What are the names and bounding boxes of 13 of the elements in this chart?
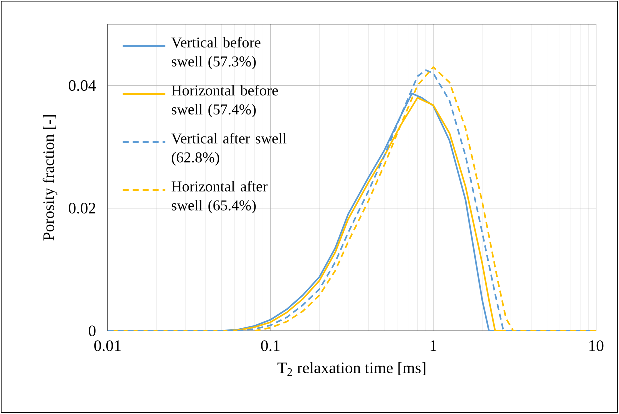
legend-label: Vertical before swell (57.3%): [172, 37, 261, 70]
x-tick-label: 0.1: [261, 340, 280, 352]
y-axis-title: Porosity fraction [-]: [42, 116, 58, 241]
x-tick-label: 0.01: [94, 340, 121, 352]
x-tick-label: 10: [590, 340, 604, 352]
x-tick-label: 1: [430, 340, 437, 352]
legend-label: Vertical after swell (62.8%): [172, 133, 287, 166]
legend-label: Horizontal before swell (57.4%): [172, 85, 278, 118]
legend-label: Horizontal after swell (65.4%): [172, 181, 268, 214]
y-tick-label: 0: [89, 326, 96, 336]
y-tick-label: 0.02: [69, 202, 96, 214]
x-axis-title: T$_{2}$ relaxation time [ms]: [278, 362, 426, 376]
y-tick-label: 0.04: [69, 80, 96, 92]
